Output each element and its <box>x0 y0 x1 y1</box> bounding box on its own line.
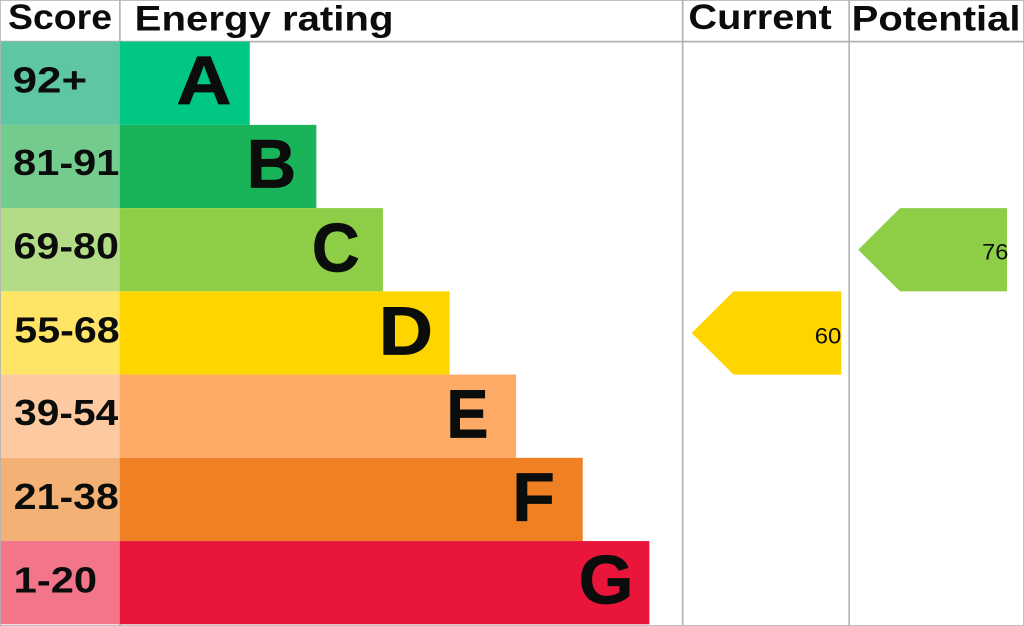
svg-text:A: A <box>176 42 231 119</box>
svg-text:B: B <box>247 126 297 203</box>
svg-text:D: D <box>379 293 433 370</box>
svg-text:Energy rating: Energy rating <box>135 0 394 38</box>
svg-text:Potential: Potential <box>852 0 1021 38</box>
svg-text:69-80: 69-80 <box>14 226 119 267</box>
svg-text:1-20: 1-20 <box>14 559 97 600</box>
svg-text:92+: 92+ <box>13 60 88 101</box>
svg-text:F: F <box>512 459 555 536</box>
svg-text:C: C <box>312 209 360 286</box>
svg-text:55-68: 55-68 <box>14 309 119 350</box>
svg-text:Current: Current <box>688 0 832 37</box>
svg-text:60: 60 <box>815 324 842 349</box>
svg-text:21-38: 21-38 <box>14 476 119 517</box>
svg-text:81-91: 81-91 <box>13 142 119 183</box>
svg-text:G: G <box>579 542 634 619</box>
svg-text:Score: Score <box>8 0 112 37</box>
svg-text:39-54: 39-54 <box>14 392 118 433</box>
svg-text:76: 76 <box>982 239 1008 264</box>
svg-text:E: E <box>446 375 488 452</box>
